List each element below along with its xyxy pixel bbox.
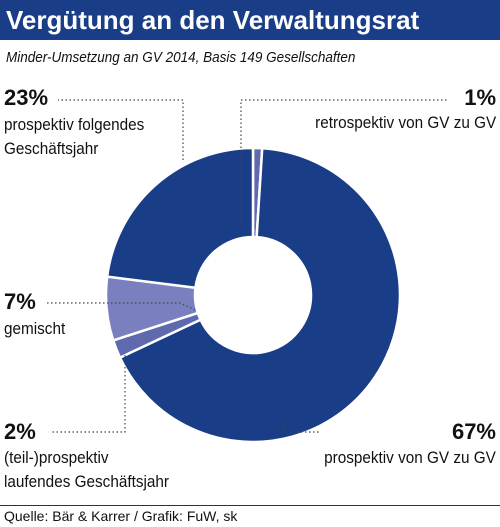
slice-label-gemischt: gemischt xyxy=(4,319,66,338)
pct-label-teil-prospektiv: 2% xyxy=(4,419,36,444)
pct-label-prospektiv-gv: 67% xyxy=(451,419,496,444)
leader-line-retrospektiv xyxy=(240,99,448,228)
slice-label-prospektiv-folgendes-line2: Geschäftsjahr xyxy=(4,139,99,158)
leader-line-teil-prospektiv xyxy=(50,355,126,433)
slice-label-teil-prospektiv-line2: laufendes Geschäftsjahr xyxy=(4,472,170,491)
slice-label-prospektiv-gv: prospektiv von GV zu GV xyxy=(324,448,496,467)
pct-label-gemischt: 7% xyxy=(4,289,36,314)
title-bar: Vergütung an den Verwaltungsrat xyxy=(0,0,500,40)
leader-line-prospektiv-folgendes xyxy=(58,99,184,160)
page-title: Vergütung an den Verwaltungsrat xyxy=(6,5,420,35)
pct-label-retrospektiv: 1% xyxy=(464,85,496,110)
donut-slice-prospektiv-gv xyxy=(118,146,402,444)
source-note: Quelle: Bär & Karrer / Grafik: FuW, sk xyxy=(4,508,238,524)
slice-label-prospektiv-folgendes-line1: prospektiv folgendes xyxy=(4,115,145,134)
donut-slice-prospektiv-folgendes xyxy=(105,146,255,290)
slice-label-teil-prospektiv-line1: (teil-)prospektiv xyxy=(4,448,109,467)
pct-label-prospektiv-folgendes: 23% xyxy=(4,85,49,110)
leader-line-gemischt xyxy=(45,302,196,311)
slice-label-retrospektiv: retrospektiv von GV zu GV xyxy=(314,113,496,132)
subtitle: Minder-Umsetzung an GV 2014, Basis 149 G… xyxy=(6,49,356,66)
footer-divider xyxy=(0,505,500,506)
